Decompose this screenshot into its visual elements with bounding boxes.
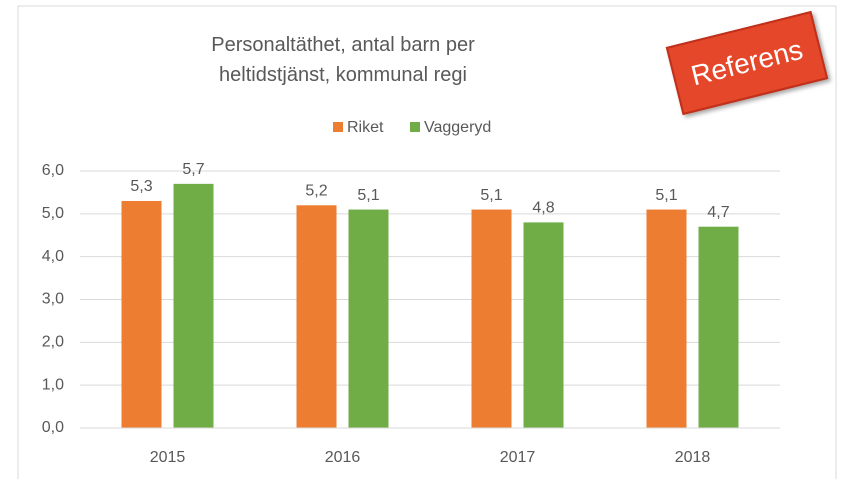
x-tick-label: 2016 [325,449,361,466]
bar [121,200,162,428]
data-label: 5,1 [357,187,379,204]
legend-label: Riket [347,119,384,136]
x-tick-label: 2017 [500,449,536,466]
data-label: 5,1 [655,187,677,204]
bar [471,209,512,428]
data-label: 5,2 [305,182,327,199]
y-tick-label: 3,0 [42,291,64,308]
x-tick-label: 2018 [675,449,711,466]
bar [296,205,337,428]
y-tick-label: 2,0 [42,334,64,351]
chart-title: Personaltäthet, antal barn per heltidstj… [211,34,475,86]
data-label: 5,3 [130,178,152,195]
y-tick-label: 4,0 [42,248,64,265]
bar [523,222,564,428]
y-tick-label: 0,0 [42,419,64,436]
y-tick-label: 5,0 [42,205,64,222]
x-tick-label: 2015 [150,449,186,466]
bar [348,209,389,428]
y-tick-label: 6,0 [42,162,64,179]
data-label: 5,1 [480,187,502,204]
data-label: 4,8 [532,200,554,217]
y-tick-label: 1,0 [42,376,64,393]
legend-swatch [333,122,343,132]
bar [646,209,687,428]
data-label: 5,7 [182,161,204,178]
bar [173,183,214,428]
bar [698,226,739,428]
legend-label: Vaggeryd [424,119,491,136]
legend-swatch [410,122,420,132]
data-label: 4,7 [707,204,729,221]
